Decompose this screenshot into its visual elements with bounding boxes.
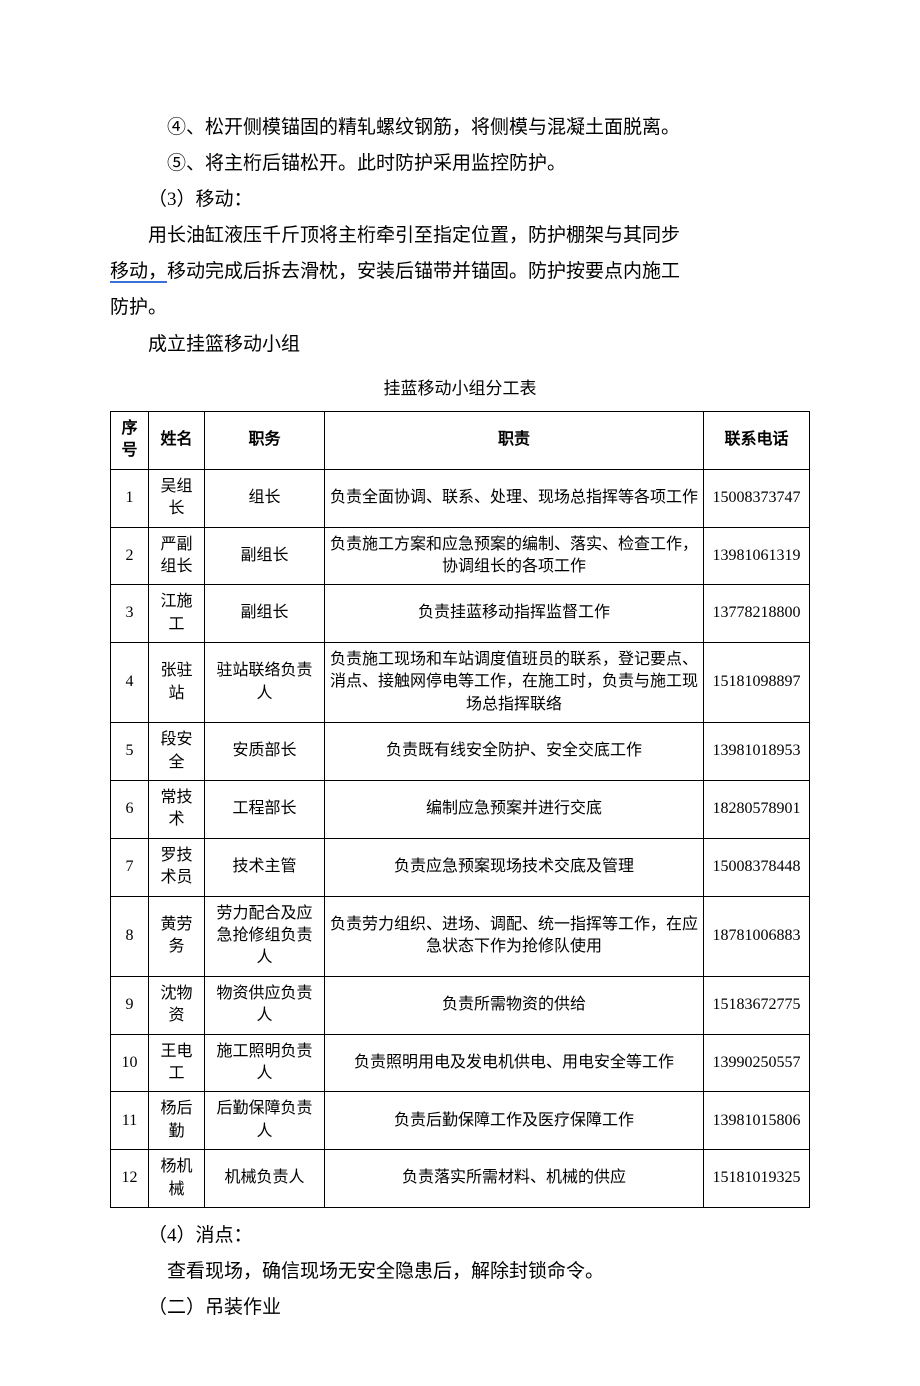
cell-seq: 10	[111, 1034, 149, 1092]
cell-role: 机械负责人	[205, 1150, 325, 1208]
cell-seq: 4	[111, 643, 149, 723]
header-name: 姓名	[149, 411, 205, 469]
cell-duty: 编制应急预案并进行交底	[325, 781, 704, 839]
table-row: 9沈物资物资供应负责人负责所需物资的供给15183672775	[111, 976, 810, 1034]
cell-seq: 5	[111, 723, 149, 781]
cell-name: 段安全	[149, 723, 205, 781]
cell-role: 副组长	[205, 527, 325, 585]
header-role: 职务	[205, 411, 325, 469]
cell-name: 杨机械	[149, 1150, 205, 1208]
division-table: 序号 姓名 职务 职责 联系电话 1吴组长组长负责全面协调、联系、处理、现场总指…	[110, 411, 810, 1208]
cell-phone: 15181019325	[704, 1150, 810, 1208]
cell-role: 施工照明负责人	[205, 1034, 325, 1092]
table-header-row: 序号 姓名 职务 职责 联系电话	[111, 411, 810, 469]
cell-name: 张驻站	[149, 643, 205, 723]
cell-name: 常技术	[149, 781, 205, 839]
cell-role: 驻站联络负责人	[205, 643, 325, 723]
cell-name: 杨后勤	[149, 1092, 205, 1150]
cell-phone: 15183672775	[704, 976, 810, 1034]
cell-seq: 3	[111, 585, 149, 643]
cell-duty: 负责落实所需材料、机械的供应	[325, 1150, 704, 1208]
paragraph-hoisting-header: （二）吊装作业	[110, 1290, 810, 1326]
paragraph-move-header: （3）移动：	[110, 182, 810, 218]
cell-duty: 负责全面协调、联系、处理、现场总指挥等各项工作	[325, 469, 704, 527]
table-row: 6常技术工程部长编制应急预案并进行交底18280578901	[111, 781, 810, 839]
cell-name: 沈物资	[149, 976, 205, 1034]
table-row: 10王电工施工照明负责人负责照明用电及发电机供电、用电安全等工作13990250…	[111, 1034, 810, 1092]
cell-duty: 负责既有线安全防护、安全交底工作	[325, 723, 704, 781]
cell-duty: 负责劳力组织、进场、调配、统一指挥等工作，在应急状态下作为抢修队使用	[325, 896, 704, 976]
cell-seq: 12	[111, 1150, 149, 1208]
cell-duty: 负责施工方案和应急预案的编制、落实、检查工作，协调组长的各项工作	[325, 527, 704, 585]
cell-name: 吴组长	[149, 469, 205, 527]
cell-phone: 18280578901	[704, 781, 810, 839]
paragraph-move-body-3: 防护。	[110, 290, 810, 326]
cell-name: 黄劳务	[149, 896, 205, 976]
cell-seq: 6	[111, 781, 149, 839]
cell-phone: 13981015806	[704, 1092, 810, 1150]
cell-duty: 负责施工现场和车站调度值班员的联系，登记要点、消点、接触网停电等工作，在施工时，…	[325, 643, 704, 723]
paragraph-step4: ④、松开侧模锚固的精轧螺纹钢筋，将侧模与混凝土面脱离。	[110, 110, 810, 146]
cell-seq: 9	[111, 976, 149, 1034]
paragraph-move-body-1: 用长油缸液压千斤顶将主桁牵引至指定位置，防护棚架与其同步	[110, 218, 810, 254]
cell-seq: 2	[111, 527, 149, 585]
paragraph-clear-body: 查看现场，确信现场无安全隐患后，解除封锁命令。	[110, 1254, 810, 1290]
table-row: 8黄劳务劳力配合及应急抢修组负责人负责劳力组织、进场、调配、统一指挥等工作，在应…	[111, 896, 810, 976]
cell-role: 组长	[205, 469, 325, 527]
table-row: 4张驻站驻站联络负责人负责施工现场和车站调度值班员的联系，登记要点、消点、接触网…	[111, 643, 810, 723]
header-seq: 序号	[111, 411, 149, 469]
paragraph-move-body-2: 移动，移动完成后拆去滑枕，安装后锚带并锚固。防护按要点内施工	[110, 254, 810, 290]
paragraph-clear-header: （4）消点：	[110, 1218, 810, 1254]
cell-phone: 15008378448	[704, 838, 810, 896]
plain-text: 移动完成后拆去滑枕，安装后锚带并锚固。防护按要点内施工	[167, 261, 680, 282]
cell-role: 技术主管	[205, 838, 325, 896]
underlined-text: 移动，	[110, 262, 167, 283]
cell-seq: 11	[111, 1092, 149, 1150]
cell-seq: 1	[111, 469, 149, 527]
table-row: 1吴组长组长负责全面协调、联系、处理、现场总指挥等各项工作15008373747	[111, 469, 810, 527]
table-title: 挂蓝移动小组分工表	[110, 373, 810, 405]
table-row: 12杨机械机械负责人负责落实所需材料、机械的供应15181019325	[111, 1150, 810, 1208]
cell-duty: 负责后勤保障工作及医疗保障工作	[325, 1092, 704, 1150]
cell-name: 江施工	[149, 585, 205, 643]
cell-phone: 15008373747	[704, 469, 810, 527]
paragraph-group-setup: 成立挂篮移动小组	[110, 327, 810, 363]
cell-duty: 负责照明用电及发电机供电、用电安全等工作	[325, 1034, 704, 1092]
cell-seq: 8	[111, 896, 149, 976]
header-duty: 职责	[325, 411, 704, 469]
cell-role: 后勤保障负责人	[205, 1092, 325, 1150]
paragraph-step5: ⑤、将主桁后锚松开。此时防护采用监控防护。	[110, 146, 810, 182]
cell-role: 劳力配合及应急抢修组负责人	[205, 896, 325, 976]
cell-role: 副组长	[205, 585, 325, 643]
cell-duty: 负责应急预案现场技术交底及管理	[325, 838, 704, 896]
cell-role: 物资供应负责人	[205, 976, 325, 1034]
cell-phone: 18781006883	[704, 896, 810, 976]
cell-name: 罗技术员	[149, 838, 205, 896]
cell-phone: 13990250557	[704, 1034, 810, 1092]
table-body: 1吴组长组长负责全面协调、联系、处理、现场总指挥等各项工作15008373747…	[111, 469, 810, 1207]
cell-name: 王电工	[149, 1034, 205, 1092]
table-row: 5段安全安质部长负责既有线安全防护、安全交底工作13981018953	[111, 723, 810, 781]
cell-duty: 负责所需物资的供给	[325, 976, 704, 1034]
cell-seq: 7	[111, 838, 149, 896]
table-row: 11杨后勤后勤保障负责人负责后勤保障工作及医疗保障工作13981015806	[111, 1092, 810, 1150]
cell-phone: 13981061319	[704, 527, 810, 585]
cell-phone: 15181098897	[704, 643, 810, 723]
cell-role: 工程部长	[205, 781, 325, 839]
cell-role: 安质部长	[205, 723, 325, 781]
table-row: 3江施工副组长负责挂蓝移动指挥监督工作13778218800	[111, 585, 810, 643]
cell-name: 严副组长	[149, 527, 205, 585]
cell-duty: 负责挂蓝移动指挥监督工作	[325, 585, 704, 643]
table-row: 2严副组长副组长负责施工方案和应急预案的编制、落实、检查工作，协调组长的各项工作…	[111, 527, 810, 585]
table-row: 7罗技术员技术主管负责应急预案现场技术交底及管理15008378448	[111, 838, 810, 896]
cell-phone: 13981018953	[704, 723, 810, 781]
header-phone: 联系电话	[704, 411, 810, 469]
cell-phone: 13778218800	[704, 585, 810, 643]
